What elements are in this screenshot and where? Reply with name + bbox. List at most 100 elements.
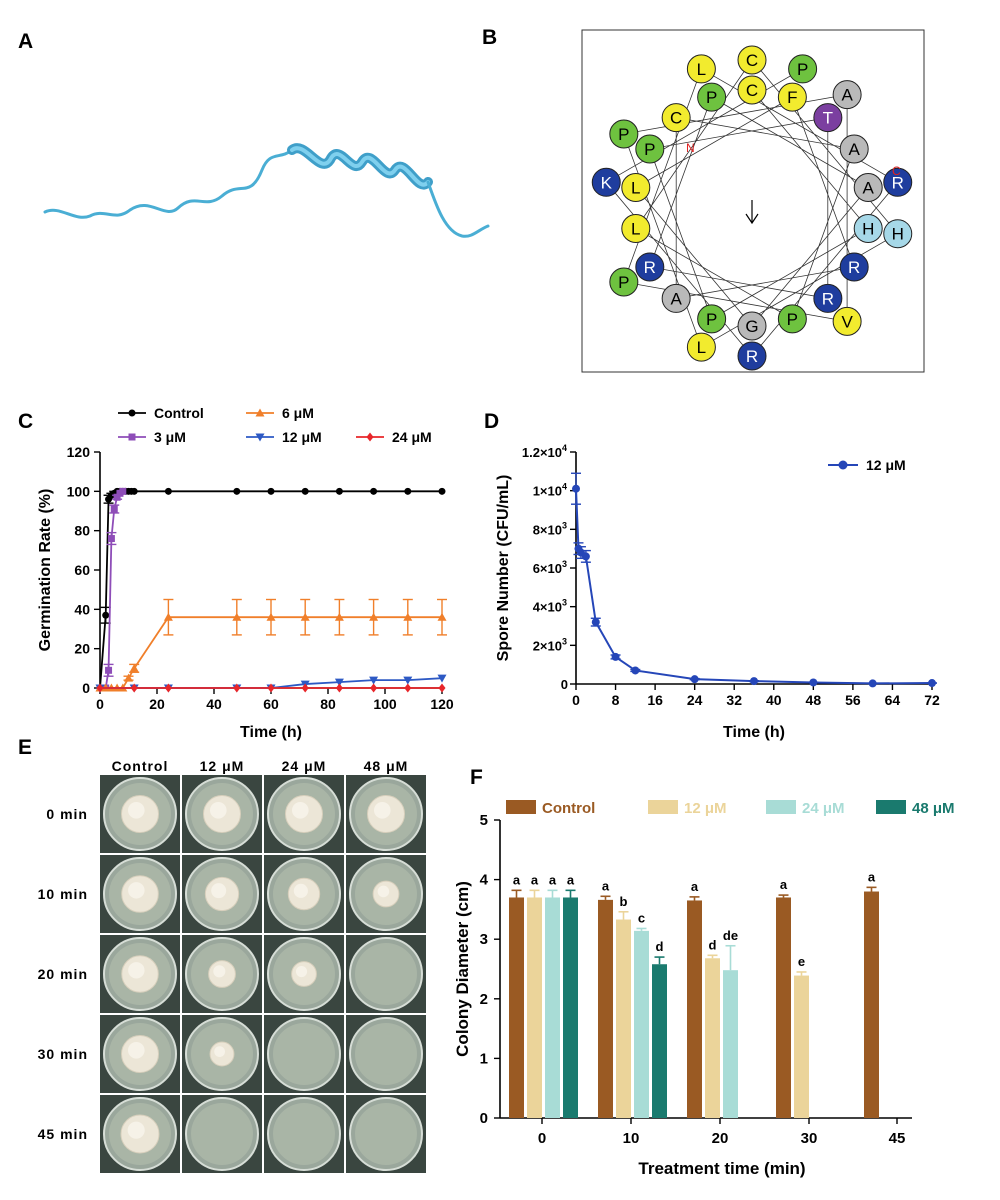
x-tick-label: 16 — [647, 692, 663, 708]
bar — [634, 930, 649, 1118]
legend-swatch — [506, 800, 536, 814]
residue-letter: R — [746, 347, 758, 366]
colony-center — [373, 801, 391, 819]
residue-circle — [737, 341, 767, 371]
y-tick-exponent: 4 — [562, 482, 567, 492]
residue-circle — [591, 167, 621, 197]
x-tick-label: 32 — [726, 692, 742, 708]
residue-circle — [686, 332, 716, 362]
residue-circle — [737, 45, 767, 75]
y-axis-title: Germination Rate (%) — [37, 489, 54, 652]
x-axis-title: Time (h) — [723, 724, 785, 741]
data-point — [809, 678, 818, 687]
colony-center — [211, 883, 227, 899]
y-tick-label: 3 — [480, 931, 488, 948]
data-point — [370, 683, 378, 693]
residue-circle — [635, 134, 665, 164]
moment-arrowhead — [745, 213, 759, 225]
row-header: 45 min — [38, 1126, 88, 1142]
significance-letter: a — [602, 878, 610, 893]
c-terminus-label: C — [892, 164, 901, 178]
y-tick-exponent: 3 — [562, 559, 567, 569]
significance-letter: a — [531, 872, 539, 887]
residue-circle — [609, 119, 639, 149]
germination-rate-chart: 0 20 40 60 80 100 120 0 20 40 60 80 100 120 Time (h) Ge… — [37, 405, 454, 741]
x-tick-label: 0 — [572, 692, 580, 708]
y-tick-exponent: 3 — [562, 520, 567, 530]
y-tick-label: 4×10 — [533, 600, 562, 615]
legend-marker — [838, 460, 848, 470]
legend-label: 3 μM — [154, 429, 186, 445]
residue-letter: K — [601, 173, 613, 192]
x-tick-label: 20 — [149, 696, 165, 712]
data-point — [163, 612, 173, 621]
colony-center — [214, 1046, 225, 1057]
residue-letter: P — [797, 60, 808, 79]
residue-letter: A — [849, 140, 861, 159]
colony-center — [127, 801, 145, 819]
colony-center — [295, 965, 308, 978]
x-axis-title: Treatment time (min) — [638, 1159, 805, 1178]
residue-letter: A — [841, 86, 853, 105]
data-point — [301, 683, 309, 693]
series-line — [99, 490, 442, 689]
agar-medium — [273, 1023, 335, 1085]
residue-letter: L — [631, 179, 640, 198]
residue-circle — [832, 80, 862, 110]
x-tick-label: 60 — [263, 696, 279, 712]
panel-label-d: D — [484, 410, 500, 433]
residue-circle — [661, 103, 691, 133]
x-tick-label: 8 — [612, 692, 620, 708]
bar — [723, 970, 738, 1118]
x-tick-label: 72 — [924, 692, 940, 708]
data-point — [868, 679, 877, 688]
legend-marker — [255, 408, 265, 417]
legend-label: 24 μM — [802, 800, 845, 817]
residue-letter: L — [697, 338, 706, 357]
data-point — [572, 484, 580, 493]
significance-letter: d — [656, 939, 664, 954]
colony-center — [127, 1121, 145, 1139]
bar — [687, 900, 702, 1118]
data-point — [928, 679, 936, 688]
column-header: 48 μM — [364, 758, 409, 774]
residue-circle — [883, 219, 913, 249]
y-tick-label: 0 — [561, 677, 568, 692]
column-header: 24 μM — [282, 758, 327, 774]
legend-marker — [255, 433, 265, 442]
colony-center — [128, 962, 145, 979]
data-point — [581, 552, 590, 561]
x-tick-label: 80 — [320, 696, 336, 712]
legend-label: 48 μM — [912, 800, 955, 817]
bar — [705, 958, 720, 1118]
bar — [598, 899, 613, 1118]
bar — [509, 897, 524, 1118]
data-point — [631, 666, 640, 675]
residue-circle — [697, 82, 727, 112]
residue-letter: R — [644, 258, 656, 277]
data-point — [124, 673, 133, 682]
residue-letter: P — [618, 273, 629, 292]
y-tick-label: 20 — [74, 641, 90, 657]
data-point — [102, 611, 110, 619]
data-point — [266, 612, 276, 621]
bar — [527, 897, 542, 1118]
data-point — [403, 612, 413, 621]
significance-letter: e — [798, 954, 805, 969]
residue-letter: P — [706, 310, 717, 329]
y-tick-label: 5 — [480, 812, 488, 829]
agar-medium — [355, 1103, 417, 1165]
panel-label-c: C — [18, 410, 34, 433]
residue-letter: V — [841, 312, 853, 331]
data-point — [164, 683, 172, 693]
y-tick-label: 4 — [480, 872, 489, 889]
data-point — [233, 487, 241, 495]
panel-label-b: B — [482, 26, 498, 49]
y-tick-label: 80 — [74, 523, 90, 539]
legend-label: Control — [542, 800, 595, 817]
residue-letter: R — [822, 289, 834, 308]
data-point — [267, 683, 275, 693]
coil-segment — [43, 148, 294, 219]
data-point — [335, 683, 343, 693]
